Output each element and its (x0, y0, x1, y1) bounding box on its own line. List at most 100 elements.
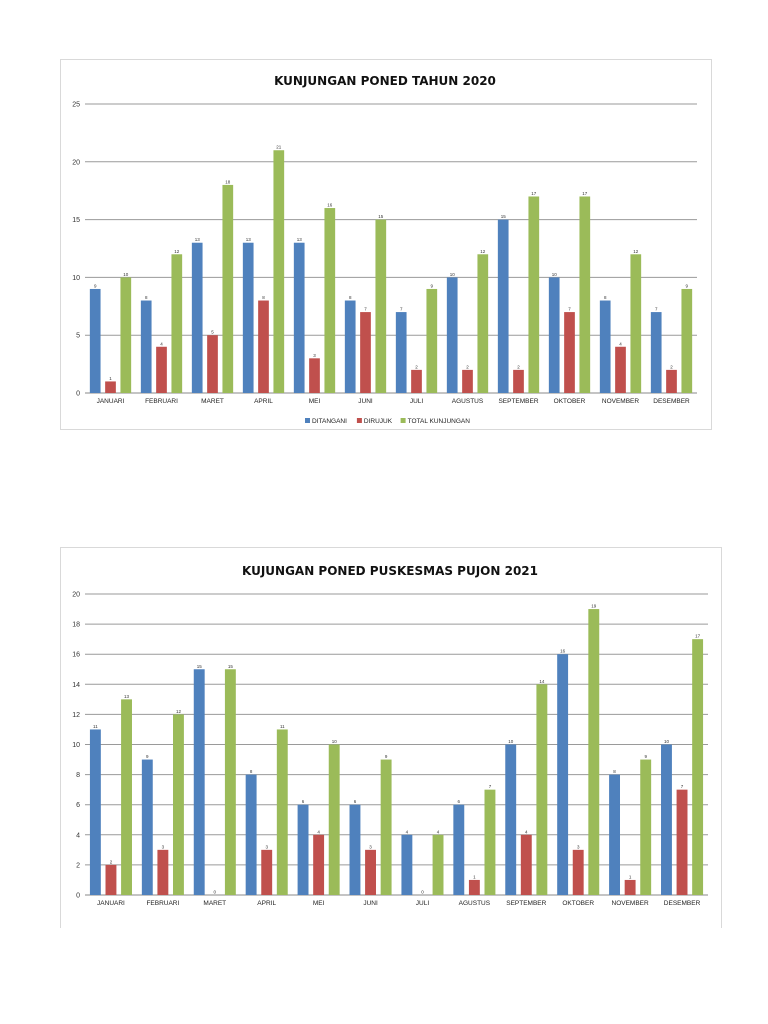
legend-swatch (400, 418, 406, 423)
data-label: 2 (670, 364, 673, 369)
bar-series-0 (245, 774, 257, 895)
data-label: 7 (364, 307, 367, 312)
y-tick-label: 12 (72, 712, 80, 719)
data-label: 6 (458, 799, 461, 804)
data-label: 3 (162, 844, 165, 849)
data-label: 0 (421, 890, 424, 895)
data-label: 9 (385, 754, 388, 759)
data-label: 7 (489, 784, 492, 789)
bar-total-kunjungan (171, 254, 183, 393)
legend-label: DIRUJUK (364, 418, 393, 425)
bar-total-kunjungan (681, 288, 693, 393)
bar-series-1 (105, 864, 117, 895)
data-label: 19 (591, 604, 597, 609)
data-label: 16 (560, 649, 566, 654)
data-label: 17 (582, 191, 588, 196)
y-tick-label: 18 (72, 622, 80, 629)
data-label: 11 (93, 724, 98, 729)
data-label: 15 (228, 664, 234, 669)
data-label: 9 (146, 754, 149, 759)
data-label: 17 (695, 634, 701, 639)
data-label: 1 (109, 376, 112, 381)
bar-series-2 (276, 729, 288, 895)
x-tick-label: SEPTEMBER (498, 398, 538, 405)
bar-total-kunjungan (120, 277, 132, 393)
bar-series-0 (609, 774, 621, 895)
bar-series-1 (261, 849, 273, 895)
x-tick-label: MARET (203, 900, 226, 907)
bar-series-0 (349, 804, 361, 895)
x-tick-label: MARET (201, 398, 224, 405)
data-label: 10 (508, 739, 514, 744)
bar-dirujuk (462, 369, 473, 393)
bar-series-1 (157, 849, 169, 895)
x-tick-label: SEPTEMBER (506, 900, 546, 907)
bar-dirujuk (105, 381, 116, 393)
data-label: 3 (313, 353, 316, 358)
x-tick-label: JULI (416, 900, 430, 907)
data-label: 9 (686, 283, 689, 288)
data-label: 18 (225, 179, 231, 184)
bar-ditangani (395, 312, 407, 393)
y-tick-label: 10 (72, 742, 80, 749)
y-tick-label: 0 (76, 391, 80, 398)
bar-total-kunjungan (222, 184, 234, 393)
bar-series-2 (536, 684, 548, 895)
legend-label: DITANGANI (312, 418, 347, 425)
data-label: 4 (619, 341, 622, 346)
data-label: 2 (110, 859, 113, 864)
legend-swatch (305, 418, 310, 423)
x-tick-label: APRIL (254, 398, 273, 405)
x-tick-label: AGUSTUS (452, 398, 484, 405)
data-label: 8 (349, 295, 352, 300)
x-tick-label: JULI (410, 398, 424, 405)
bar-dirujuk (666, 369, 677, 393)
data-label: 14 (539, 679, 545, 684)
bar-total-kunjungan (630, 254, 642, 393)
y-tick-label: 4 (76, 832, 80, 839)
bar-series-1 (572, 849, 584, 895)
bar-series-2 (588, 609, 600, 895)
data-label: 12 (174, 249, 180, 254)
data-label: 2 (517, 364, 520, 369)
bar-series-0 (453, 804, 465, 895)
bar-total-kunjungan (579, 196, 591, 393)
bar-ditangani (89, 288, 101, 393)
y-tick-label: 10 (72, 275, 80, 282)
data-label: 2 (466, 364, 469, 369)
bar-ditangani (446, 277, 458, 393)
data-label: 15 (501, 214, 507, 219)
bar-series-2 (224, 669, 236, 895)
bar-series-0 (297, 804, 309, 895)
data-label: 4 (406, 829, 409, 834)
bar-ditangani (242, 242, 254, 393)
data-label: 4 (317, 829, 320, 834)
bar-total-kunjungan (477, 254, 489, 393)
y-tick-label: 25 (72, 102, 80, 109)
data-label: 8 (613, 769, 616, 774)
data-label: 17 (531, 191, 537, 196)
x-tick-label: APRIL (257, 900, 276, 907)
x-tick-label: JUNI (358, 398, 373, 405)
bar-series-0 (193, 669, 205, 895)
bar-dirujuk (207, 335, 218, 393)
y-tick-label: 6 (76, 802, 80, 809)
data-label: 0 (214, 890, 217, 895)
legend-swatch (356, 418, 362, 423)
data-label: 8 (604, 295, 607, 300)
bar-series-2 (121, 699, 132, 895)
data-label: 8 (250, 769, 253, 774)
data-label: 6 (354, 799, 357, 804)
bar-ditangani (599, 300, 611, 393)
x-tick-label: FEBRUARI (146, 900, 179, 907)
bar-ditangani (497, 219, 509, 393)
data-label: 4 (160, 341, 163, 346)
legend-label: TOTAL KUNJUNGAN (408, 418, 471, 425)
data-label: 2 (415, 364, 418, 369)
data-label: 1 (473, 874, 476, 879)
bar-series-1 (520, 834, 532, 895)
data-label: 13 (124, 694, 130, 699)
data-label: 15 (378, 214, 384, 219)
bar-dirujuk (360, 312, 371, 393)
bar-total-kunjungan (324, 208, 336, 393)
